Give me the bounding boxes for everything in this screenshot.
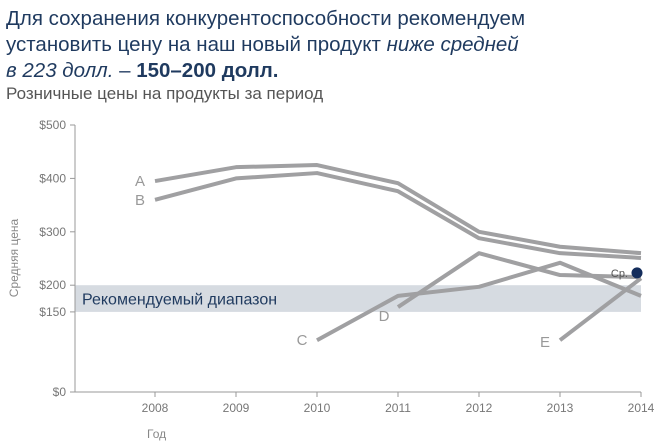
x-tick-label: 2013 bbox=[547, 401, 574, 415]
series-label-e: E bbox=[540, 334, 550, 351]
series-line-b bbox=[154, 171, 642, 260]
headline-dash: – bbox=[113, 59, 137, 82]
x-tick-label: 2011 bbox=[385, 401, 411, 415]
y-tick-label: $0 bbox=[53, 385, 67, 399]
x-tick-label: 2010 bbox=[304, 401, 331, 415]
series-line-a bbox=[154, 163, 642, 256]
series-line-d bbox=[396, 251, 642, 309]
headline-line-3: в 223 долл. – 150–200 долл. bbox=[6, 58, 278, 84]
series-label-c: C bbox=[297, 332, 308, 349]
series-label-b: B bbox=[135, 192, 145, 209]
x-axis-label: Год bbox=[147, 427, 166, 441]
average-marker bbox=[631, 267, 643, 279]
x-tick-label: 2009 bbox=[223, 401, 250, 415]
y-tick-label: $150 bbox=[39, 305, 66, 319]
x-tick-label: 2014 bbox=[628, 401, 655, 415]
y-tick-label: $200 bbox=[39, 278, 66, 292]
headline-text: установить цену на наш новый продукт bbox=[6, 33, 387, 56]
series-label-d: D bbox=[379, 308, 390, 325]
headline-line-2: установить цену на наш новый продукт ниж… bbox=[6, 32, 519, 58]
series-line-e bbox=[558, 276, 643, 342]
recommended-band bbox=[75, 285, 641, 312]
y-axis-label: Средняя цена bbox=[7, 218, 21, 297]
x-tick-label: 2008 bbox=[142, 401, 169, 415]
series-label-a: A bbox=[135, 173, 145, 190]
headline-bold: 150–200 долл. bbox=[136, 59, 279, 82]
headline-line-1: Для сохранения конкурентоспособности рек… bbox=[6, 7, 526, 30]
y-tick-label: $500 bbox=[39, 118, 66, 132]
y-tick-label: $300 bbox=[39, 225, 66, 239]
average-label: Ср. bbox=[611, 268, 628, 280]
x-tick-label: 2012 bbox=[466, 401, 493, 415]
y-tick-label: $400 bbox=[39, 171, 66, 185]
band-label: Рекомендуемый диапазон bbox=[82, 292, 277, 309]
headline-italic: в 223 долл. bbox=[6, 59, 114, 82]
chart-title: Розничные цены на продукты за период bbox=[6, 84, 324, 103]
headline-italic: ниже средней bbox=[386, 33, 519, 56]
